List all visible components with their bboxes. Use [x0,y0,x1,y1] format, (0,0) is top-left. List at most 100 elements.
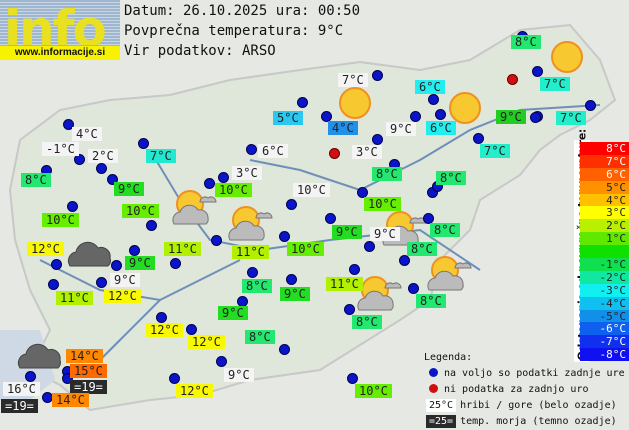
temperature-label[interactable]: 9°C [332,225,362,239]
station-available-dot[interactable] [423,213,434,224]
temperature-label[interactable]: 6°C [426,121,456,135]
temperature-label[interactable]: 12°C [176,384,213,398]
temperature-label[interactable]: =19= [1,399,38,413]
temperature-label[interactable]: 8°C [511,35,541,49]
temperature-label[interactable]: 7°C [338,73,368,87]
station-available-dot[interactable] [585,100,596,111]
temperature-label[interactable]: 10°C [364,197,401,211]
temperature-label[interactable]: -1°C [42,142,79,156]
temperature-label[interactable]: 9°C [386,122,416,136]
temperature-label[interactable]: 8°C [416,294,446,308]
station-available-dot[interactable] [325,213,336,224]
station-available-dot[interactable] [279,344,290,355]
temperature-label[interactable]: 8°C [245,330,275,344]
temperature-label[interactable]: 9°C [110,273,140,287]
temperature-label[interactable]: 8°C [407,242,437,256]
temperature-label[interactable]: 9°C [114,182,144,196]
temperature-label[interactable]: 16°C [3,382,40,396]
station-missing-dot[interactable] [507,74,518,85]
temperature-label[interactable]: 11°C [326,277,363,291]
station-available-dot[interactable] [410,111,421,122]
temperature-label[interactable]: 9°C [370,227,400,241]
temperature-label[interactable]: 8°C [21,173,51,187]
temperature-label[interactable]: 10°C [287,242,324,256]
station-available-dot[interactable] [428,94,439,105]
temperature-label[interactable]: 9°C [280,287,310,301]
station-available-dot[interactable] [74,154,85,165]
station-available-dot[interactable] [186,324,197,335]
station-available-dot[interactable] [530,112,541,123]
temperature-label[interactable]: 11°C [56,291,93,305]
station-available-dot[interactable] [111,260,122,271]
temperature-label[interactable]: 5°C [273,111,303,125]
temperature-label[interactable]: 10°C [293,183,330,197]
temperature-label[interactable]: 14°C [66,349,103,363]
temperature-label[interactable]: 8°C [352,315,382,329]
station-available-dot[interactable] [344,304,355,315]
temperature-label[interactable]: 10°C [122,204,159,218]
temperature-label[interactable]: 9°C [218,306,248,320]
temperature-label[interactable]: =19= [70,380,107,394]
station-available-dot[interactable] [169,373,180,384]
site-logo[interactable]: info www.informacije.si [0,0,120,60]
station-available-dot[interactable] [216,356,227,367]
temperature-label[interactable]: 7°C [146,149,176,163]
station-available-dot[interactable] [96,277,107,288]
temperature-label[interactable]: 10°C [42,213,79,227]
station-available-dot[interactable] [408,283,419,294]
temperature-label[interactable]: 8°C [430,223,460,237]
station-available-dot[interactable] [218,172,229,183]
station-available-dot[interactable] [349,264,360,275]
station-available-dot[interactable] [246,144,257,155]
station-available-dot[interactable] [51,259,62,270]
station-available-dot[interactable] [347,373,358,384]
temperature-label[interactable]: 11°C [232,245,269,259]
temperature-label[interactable]: 12°C [146,323,183,337]
station-available-dot[interactable] [372,70,383,81]
temperature-label[interactable]: 9°C [224,368,254,382]
station-available-dot[interactable] [146,220,157,231]
temperature-label[interactable]: 12°C [188,335,225,349]
station-available-dot[interactable] [170,258,181,269]
temperature-label[interactable]: 12°C [27,242,64,256]
station-available-dot[interactable] [297,97,308,108]
station-available-dot[interactable] [62,373,73,384]
temperature-label[interactable]: 12°C [104,289,141,303]
temperature-label[interactable]: 3°C [352,145,382,159]
station-available-dot[interactable] [63,119,74,130]
station-available-dot[interactable] [25,371,36,382]
station-available-dot[interactable] [67,201,78,212]
temperature-label[interactable]: 2°C [88,149,118,163]
temperature-label[interactable]: 11°C [164,242,201,256]
temperature-label[interactable]: 10°C [215,183,252,197]
station-available-dot[interactable] [279,231,290,242]
station-available-dot[interactable] [107,174,118,185]
station-available-dot[interactable] [286,274,297,285]
station-available-dot[interactable] [247,267,258,278]
station-available-dot[interactable] [399,255,410,266]
station-available-dot[interactable] [129,245,140,256]
temperature-label[interactable]: 7°C [540,77,570,91]
temperature-label[interactable]: 8°C [372,167,402,181]
station-available-dot[interactable] [156,312,167,323]
temperature-label[interactable]: 4°C [328,121,358,135]
temperature-label[interactable]: 14°C [52,393,89,407]
temperature-label[interactable]: 7°C [556,111,586,125]
temperature-label[interactable]: 8°C [436,171,466,185]
station-available-dot[interactable] [204,178,215,189]
temperature-label[interactable]: 6°C [415,80,445,94]
temperature-label[interactable]: 9°C [496,110,526,124]
logo-url[interactable]: www.informacije.si [0,46,120,60]
temperature-label[interactable]: 3°C [232,166,262,180]
station-available-dot[interactable] [357,187,368,198]
station-available-dot[interactable] [48,279,59,290]
station-available-dot[interactable] [96,163,107,174]
station-missing-dot[interactable] [329,148,340,159]
temperature-label[interactable]: 8°C [242,279,272,293]
temperature-label[interactable]: 7°C [480,144,510,158]
station-available-dot[interactable] [435,109,446,120]
station-available-dot[interactable] [473,133,484,144]
station-available-dot[interactable] [286,199,297,210]
station-available-dot[interactable] [532,66,543,77]
station-available-dot[interactable] [372,134,383,145]
